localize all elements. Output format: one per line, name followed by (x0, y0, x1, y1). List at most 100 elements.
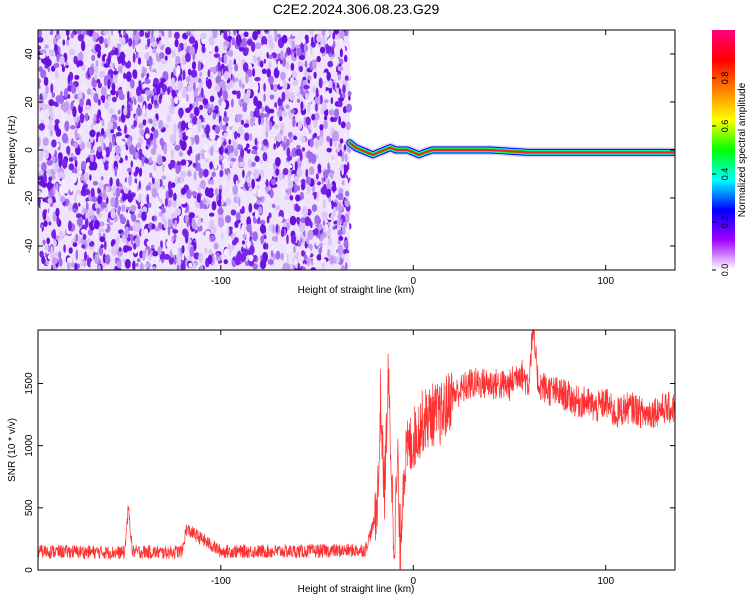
noise-speckle (96, 113, 99, 125)
noise-speckle (174, 219, 178, 228)
noise-speckle (288, 91, 295, 102)
noise-speckle (133, 98, 137, 106)
noise-speckle (161, 214, 166, 222)
noise-speckle (236, 218, 241, 224)
noise-speckle (98, 227, 105, 233)
noise-speckle (263, 58, 266, 64)
noise-speckle (193, 82, 196, 92)
noise-speckle (242, 105, 248, 113)
noise-speckle (77, 44, 81, 53)
noise-speckle (315, 237, 320, 247)
noise-speckle (259, 219, 266, 226)
noise-speckle (263, 138, 268, 146)
noise-speckle (88, 215, 95, 220)
noise-speckle (163, 144, 168, 155)
noise-speckle (76, 194, 81, 204)
noise-speckle (238, 79, 242, 88)
noise-speckle (306, 256, 310, 267)
noise-speckle (298, 55, 305, 60)
noise-speckle (50, 168, 54, 175)
noise-speckle (189, 46, 195, 56)
noise-speckle (67, 36, 70, 41)
noise-speckle (207, 254, 213, 265)
noise-speckle (82, 82, 88, 90)
noise-speckle (152, 250, 159, 257)
colorbar-tick-label: 0.4 (720, 168, 730, 181)
noise-speckle (126, 71, 132, 82)
noise-speckle (212, 66, 217, 75)
noise-speckle (76, 217, 83, 227)
noise-speckle (197, 60, 202, 72)
noise-speckle (312, 91, 316, 99)
noise-speckle (329, 137, 333, 147)
noise-speckle (46, 181, 53, 191)
noise-speckle (91, 196, 98, 203)
noise-speckle (223, 259, 228, 265)
noise-speckle (157, 155, 163, 166)
noise-speckle (238, 161, 245, 168)
noise-speckle (287, 131, 293, 138)
noise-speckle (158, 81, 164, 88)
spectrogram-x-label: Height of straight line (km) (298, 285, 415, 296)
noise-speckle (138, 148, 143, 155)
noise-speckle (313, 255, 317, 267)
noise-speckle (284, 89, 290, 100)
noise-speckle (265, 179, 269, 188)
noise-speckle (261, 68, 267, 75)
noise-speckle (167, 114, 171, 123)
noise-speckle (281, 110, 288, 117)
noise-speckle (42, 137, 49, 147)
noise-speckle (304, 92, 309, 100)
noise-speckle (102, 149, 107, 158)
noise-speckle (49, 42, 55, 51)
noise-speckle (47, 34, 54, 40)
noise-speckle (61, 133, 68, 144)
noise-speckle (54, 43, 58, 52)
noise-speckle (135, 208, 139, 215)
noise-speckle (145, 89, 151, 96)
noise-speckle (119, 213, 124, 220)
noise-speckle (175, 90, 178, 95)
noise-speckle (40, 200, 43, 211)
noise-speckle (338, 143, 343, 149)
noise-speckle (203, 197, 206, 207)
noise-speckle (198, 77, 202, 84)
noise-speckle (114, 154, 121, 162)
noise-speckle (69, 125, 76, 130)
noise-speckle (180, 120, 186, 131)
noise-speckle (312, 134, 315, 140)
noise-speckle (329, 254, 335, 265)
noise-speckle (178, 151, 184, 157)
noise-speckle (234, 63, 239, 72)
noise-speckle (313, 45, 320, 56)
y-tick-label: 40 (24, 48, 35, 60)
noise-speckle (193, 106, 200, 117)
noise-speckle (232, 227, 237, 234)
noise-speckle (187, 137, 192, 148)
noise-speckle (94, 65, 99, 74)
noise-speckle (44, 245, 49, 251)
noise-speckle (209, 212, 215, 217)
noise-speckle (41, 182, 48, 188)
noise-speckle (297, 241, 302, 247)
y-tick-label: 0 (24, 147, 35, 153)
noise-speckle (97, 146, 102, 153)
noise-speckle (251, 196, 258, 204)
noise-speckle (196, 118, 202, 129)
noise-speckle (294, 108, 298, 114)
noise-speckle (134, 221, 141, 233)
noise-speckle (74, 74, 80, 80)
noise-speckle (145, 184, 151, 192)
noise-speckle (344, 153, 348, 163)
noise-speckle (282, 262, 289, 270)
noise-speckle (199, 265, 204, 270)
noise-speckle (201, 149, 204, 155)
noise-speckle (338, 30, 345, 39)
noise-speckle (155, 85, 161, 95)
noise-speckle (94, 43, 102, 53)
noise-speckle (296, 218, 300, 225)
noise-speckle (50, 83, 54, 94)
noise-speckle (344, 177, 349, 189)
noise-speckle (201, 87, 204, 98)
noise-speckle (282, 168, 289, 176)
